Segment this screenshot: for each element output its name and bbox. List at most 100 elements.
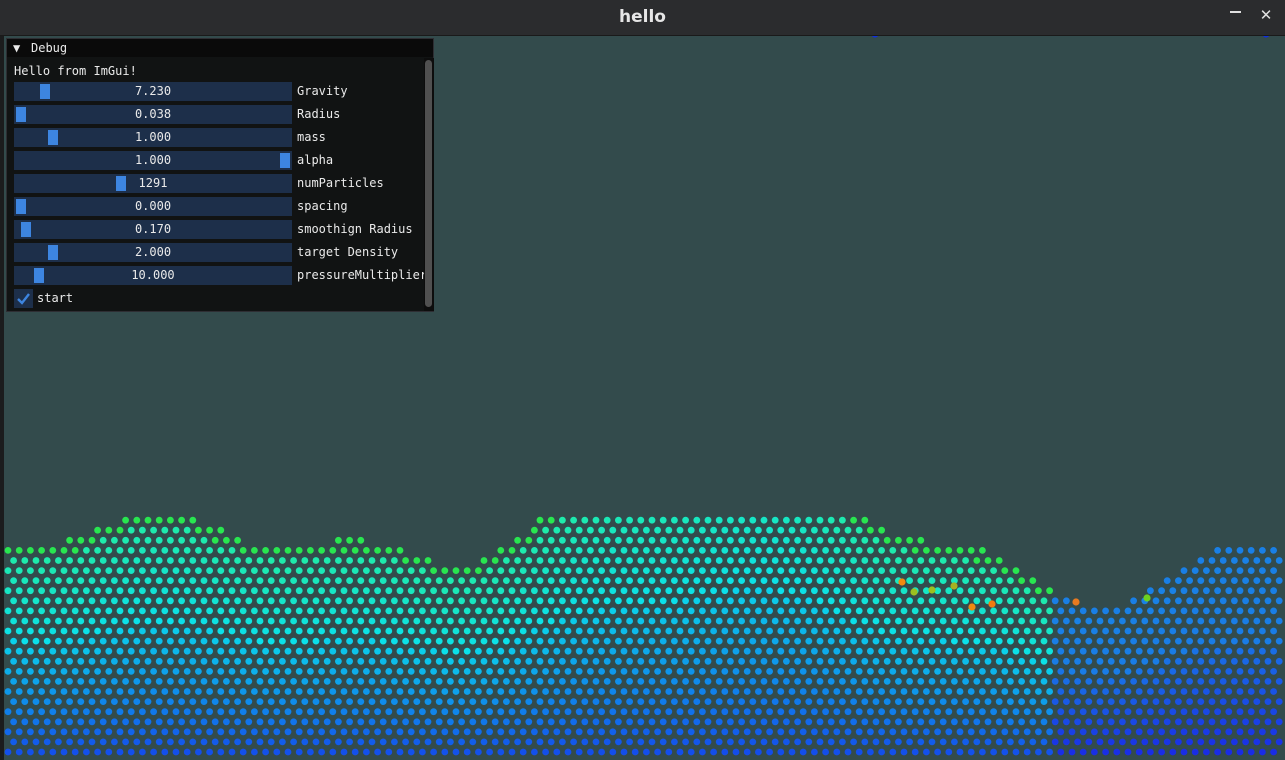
particle [816, 698, 824, 705]
particle [346, 678, 353, 685]
particle [189, 698, 197, 705]
particle [77, 657, 85, 665]
particle [910, 588, 918, 596]
target-density-slider[interactable]: 2.000 [14, 243, 292, 262]
particle [676, 567, 684, 574]
collapse-arrow-icon[interactable]: ▼ [13, 41, 21, 55]
slider-grab[interactable] [21, 222, 32, 237]
particle [626, 637, 633, 645]
num-particles-slider[interactable]: 1291 [14, 174, 292, 193]
particle [10, 597, 17, 605]
particle [1141, 718, 1149, 726]
particle [223, 597, 230, 605]
particle [200, 657, 208, 665]
slider-grab[interactable] [34, 268, 45, 283]
particle [878, 708, 885, 716]
particle [1051, 657, 1059, 665]
particle [458, 698, 465, 705]
particle [855, 567, 863, 574]
particle [973, 597, 981, 605]
particle [626, 657, 633, 665]
particle [83, 587, 90, 595]
particle [391, 637, 398, 645]
particle [458, 637, 465, 645]
particle [66, 738, 73, 746]
particle [402, 678, 409, 685]
particle [592, 637, 600, 645]
particle [1242, 557, 1249, 564]
particle [643, 688, 650, 695]
particle [895, 698, 902, 705]
spacing-slider[interactable]: 0.000 [14, 197, 292, 216]
particle [1107, 718, 1115, 726]
slider-grab[interactable] [47, 130, 58, 145]
particle [1124, 627, 1132, 635]
slider-grab[interactable] [47, 245, 58, 260]
alpha-slider[interactable]: 1.000 [14, 151, 292, 170]
particle [721, 728, 729, 736]
particle [805, 617, 813, 625]
particle [979, 688, 986, 695]
gravity-slider[interactable]: 7.230 [14, 82, 292, 101]
particle [603, 597, 611, 605]
particle [245, 637, 253, 645]
particle [1046, 668, 1053, 675]
particle [531, 587, 538, 595]
slider-grab[interactable] [39, 84, 50, 99]
scrollbar-thumb[interactable] [425, 60, 432, 307]
particle [1253, 718, 1261, 726]
particle [934, 708, 941, 716]
particle [419, 607, 426, 615]
particle [419, 647, 426, 655]
start-checkbox[interactable] [14, 289, 33, 308]
particle [251, 748, 258, 756]
particle [665, 587, 673, 595]
particle [822, 567, 829, 574]
particle [1219, 617, 1227, 625]
slider-grab[interactable] [16, 199, 26, 214]
debug-panel-header[interactable]: ▼ Debug [7, 39, 433, 57]
particle [799, 627, 807, 635]
particle [55, 557, 62, 564]
particle [1275, 617, 1283, 625]
slider-grab[interactable] [16, 107, 26, 122]
particle [38, 708, 45, 716]
particle [38, 547, 45, 554]
minimize-button[interactable] [1224, 2, 1246, 24]
slider-grab[interactable] [280, 153, 290, 168]
particle [553, 688, 561, 695]
particle [279, 738, 286, 746]
smoothing-radius-slider[interactable]: 0.170 [14, 220, 292, 239]
particle [895, 617, 902, 625]
particle [346, 577, 353, 584]
particle [536, 597, 544, 605]
particle [659, 617, 667, 625]
particle [407, 627, 415, 635]
particle [71, 607, 79, 615]
mass-slider[interactable]: 1.000 [14, 128, 292, 147]
particle [1180, 607, 1188, 615]
particle [883, 657, 891, 665]
particle [939, 637, 947, 645]
particle [4, 728, 12, 736]
particle [659, 678, 667, 685]
particle [32, 617, 40, 625]
particle [519, 668, 527, 675]
particle [559, 557, 566, 564]
particle [1203, 668, 1210, 675]
particle [911, 607, 919, 615]
pressure-multiplier-slider[interactable]: 10.000 [14, 266, 292, 285]
close-button[interactable]: ✕ [1259, 6, 1273, 24]
particle [1068, 688, 1076, 695]
particle [469, 657, 477, 665]
particle [771, 516, 779, 524]
particle [816, 637, 824, 645]
radius-slider[interactable]: 0.038 [14, 105, 292, 124]
particle [1247, 647, 1255, 655]
particle [755, 587, 762, 595]
particle [665, 668, 673, 675]
particle [727, 577, 734, 584]
slider-grab[interactable] [116, 176, 127, 191]
particle [850, 657, 857, 665]
particle [687, 708, 695, 716]
